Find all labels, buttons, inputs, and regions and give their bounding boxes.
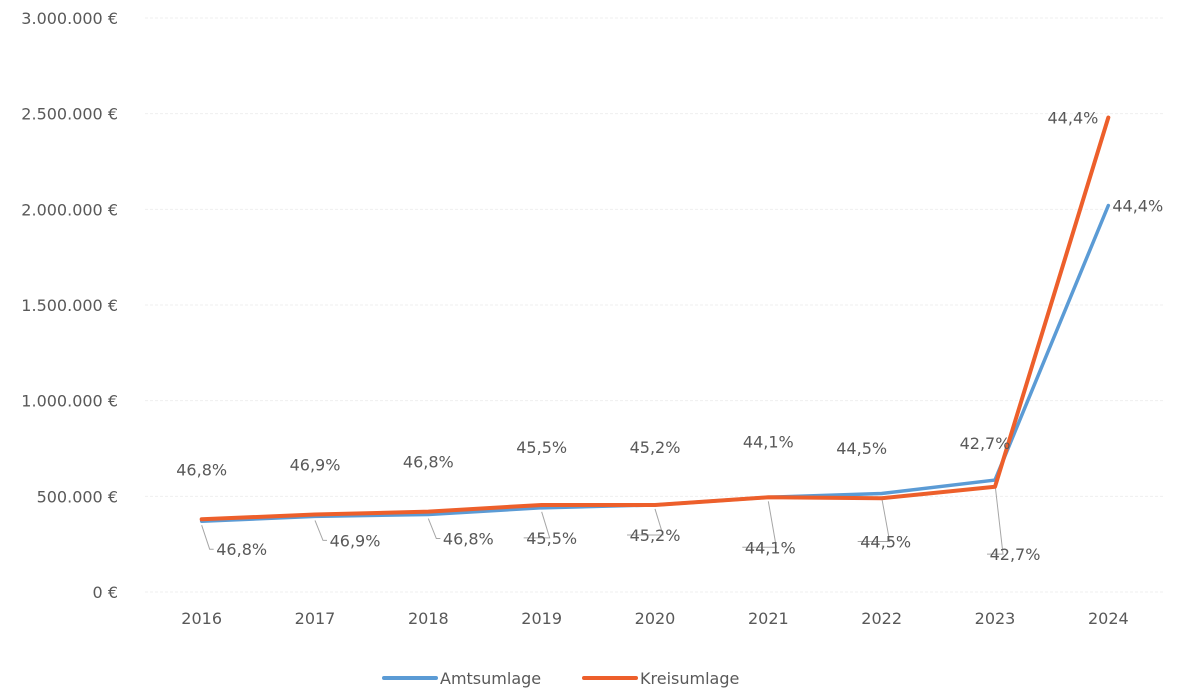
data-label-amtsumlage: 46,8% xyxy=(216,540,267,559)
data-label-kreisumlage: 44,4% xyxy=(1048,108,1099,127)
data-label-kreisumlage: 44,5% xyxy=(836,439,887,458)
leader-line xyxy=(427,518,441,540)
gridlines xyxy=(145,17,1165,593)
data-label-amtsumlage: 44,1% xyxy=(745,538,796,557)
y-axis-ticks: 0 € 500.000 € 1.000.000 € 1.500.000 € 2.000.… xyxy=(21,9,118,602)
y-tick-label: 1.000.000 € xyxy=(21,392,118,411)
leader-line xyxy=(523,511,551,539)
y-tick-label: 500.000 € xyxy=(37,487,118,506)
label-leader-lines xyxy=(201,484,1004,555)
x-tick-label: 2019 xyxy=(521,609,562,628)
data-label-amtsumlage: 45,2% xyxy=(630,526,681,545)
x-axis-ticks: 2016 2017 2018 2019 2020 2021 2022 2023 2024 xyxy=(181,609,1128,628)
data-label-kreisumlage: 45,5% xyxy=(516,438,567,457)
leader-line xyxy=(314,520,327,541)
data-label-amtsumlage: 44,5% xyxy=(860,532,911,551)
leader-line xyxy=(201,525,214,550)
leader-line xyxy=(627,508,664,536)
data-label-amtsumlage: 45,5% xyxy=(526,529,577,548)
data-label-amtsumlage: 44,4% xyxy=(1112,197,1163,216)
data-labels: 46,8% 46,9% 46,8% 45,5% 45,2% 44,1% 44,5% 42,7%… xyxy=(176,108,1163,564)
x-tick-label: 2016 xyxy=(181,609,222,628)
x-tick-label: 2022 xyxy=(861,609,902,628)
y-tick-label: 3.000.000 € xyxy=(21,9,118,28)
x-tick-label: 2018 xyxy=(408,609,449,628)
y-tick-label: 1.500.000 € xyxy=(21,296,118,315)
y-tick-label: 2.000.000 € xyxy=(21,200,118,219)
leader-line xyxy=(987,484,1004,555)
y-tick-label: 0 € xyxy=(93,583,118,602)
leader-line xyxy=(742,501,777,548)
data-label-amtsumlage: 46,9% xyxy=(330,531,381,550)
legend-label-kreisumlage: Kreisumlage xyxy=(640,669,739,688)
leader-line xyxy=(857,497,891,542)
x-tick-label: 2023 xyxy=(975,609,1016,628)
x-tick-label: 2020 xyxy=(635,609,676,628)
data-label-kreisumlage: 44,1% xyxy=(743,432,794,451)
x-tick-label: 2017 xyxy=(295,609,336,628)
x-tick-label: 2021 xyxy=(748,609,789,628)
data-label-kreisumlage: 46,8% xyxy=(403,453,454,472)
data-label-kreisumlage: 45,2% xyxy=(630,438,681,457)
legend-label-amtsumlage: Amtsumlage xyxy=(440,669,541,688)
data-label-kreisumlage: 46,8% xyxy=(176,460,227,479)
data-label-kreisumlage: 46,9% xyxy=(290,456,341,475)
x-tick-label: 2024 xyxy=(1088,609,1129,628)
data-label-amtsumlage: 42,7% xyxy=(990,545,1041,564)
y-tick-label: 2.500.000 € xyxy=(21,105,118,124)
series-lines xyxy=(199,115,1111,523)
data-label-amtsumlage: 46,8% xyxy=(443,530,494,549)
legend: Amtsumlage Kreisumlage xyxy=(382,669,739,688)
data-label-kreisumlage: 42,7% xyxy=(960,434,1011,453)
